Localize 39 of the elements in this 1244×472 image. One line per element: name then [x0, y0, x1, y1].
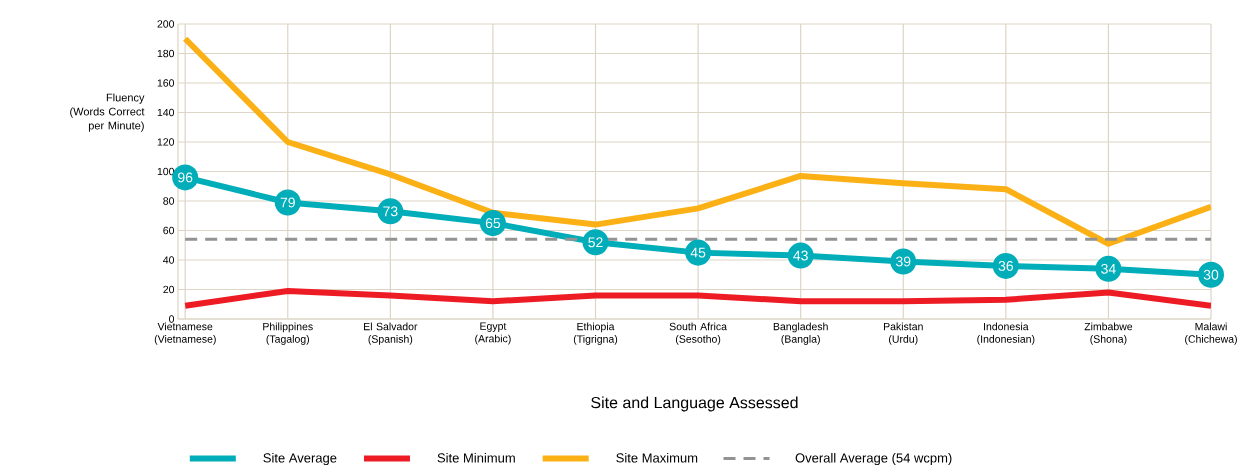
x-axis-title: Site and Language Assessed — [591, 396, 798, 412]
y-tick-label: 40 — [163, 256, 175, 264]
x-tick-label: El Salvador (Spanish) — [364, 322, 418, 345]
y-tick-label: 140 — [157, 108, 175, 117]
legend-label: Site Minimum — [437, 452, 515, 463]
x-tick-label: Pakistan (Urdu) — [883, 322, 923, 345]
data-label: 65 — [485, 218, 501, 229]
y-tick-label: 180 — [157, 49, 175, 58]
y-axis-title: Fluency (Words Correct per Minute) — [70, 93, 145, 132]
data-label: 43 — [793, 250, 808, 261]
x-tick-label: Philippines (Tagalog) — [263, 322, 313, 345]
x-tick-label: Malawi (Chichewa) — [1185, 322, 1237, 345]
x-tick-label: Vietnamese (Vietnamese) — [154, 322, 216, 345]
data-label: 36 — [998, 260, 1014, 271]
x-tick-label: Zimbabwe (Shona) — [1084, 322, 1133, 345]
y-tick-label: 160 — [157, 79, 175, 87]
y-tick-label: 200 — [157, 20, 175, 28]
data-label: 34 — [1101, 263, 1116, 274]
y-tick-label: 60 — [163, 226, 175, 235]
data-label: 30 — [1203, 269, 1219, 280]
data-label: 39 — [896, 256, 911, 267]
y-tick-label: 0 — [169, 315, 175, 323]
y-tick-label: 80 — [163, 197, 175, 205]
x-tick-label: South Africa (Sesotho) — [669, 322, 727, 345]
y-tick-label: 100 — [157, 167, 175, 176]
legend-label: Site Maximum — [616, 452, 698, 463]
x-tick-label: Bangladesh (Bangla) — [773, 322, 828, 345]
data-label: 52 — [588, 237, 603, 248]
data-label: 45 — [690, 247, 706, 258]
x-tick-label: Egypt (Arabic) — [475, 322, 511, 345]
legend-label: Overall Average (54 wcpm) — [795, 452, 952, 466]
y-tick-label: 20 — [163, 285, 175, 294]
legend-label: Site Average — [263, 452, 337, 466]
data-label: 73 — [383, 206, 398, 217]
y-tick-label: 120 — [157, 138, 175, 146]
x-tick-label: Ethiopia (Tigrigna) — [573, 322, 618, 345]
x-tick-label: Indonesia (Indonesian) — [977, 322, 1035, 345]
data-label: 79 — [280, 197, 295, 208]
data-label: 96 — [178, 172, 193, 183]
